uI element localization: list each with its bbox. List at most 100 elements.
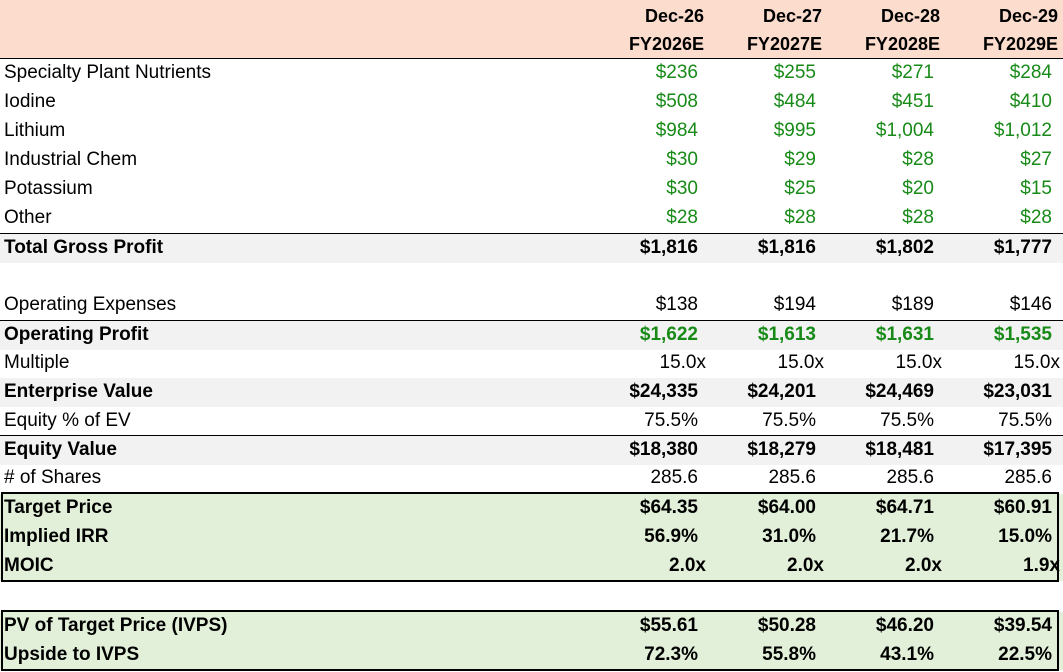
row-label: Enterprise Value [4, 381, 153, 402]
cell-fy2026: $1,622 [639, 324, 698, 345]
cell-fy2028: $189 [891, 294, 934, 315]
cell-fy2026: $138 [655, 294, 698, 315]
period-header-1: Dec-26 [644, 6, 704, 26]
cell-fy2026: 75.5% [644, 410, 698, 431]
cell-fy2028: $28 [902, 149, 934, 170]
fiscal-header-4: FY2029E [982, 34, 1058, 54]
cell-fy2026: $984 [655, 120, 698, 141]
cell-fy2026: 285.6 [650, 467, 698, 488]
cell-fy2027: $29 [784, 149, 816, 170]
cell-fy2028: $24,469 [865, 381, 934, 402]
cell-fy2026: 2.0x [669, 555, 706, 576]
cell-fy2026: 56.9% [644, 526, 698, 547]
row-label: Potassium [4, 178, 93, 199]
cell-fy2028: $1,004 [875, 120, 934, 141]
cell-fy2027: $18,279 [747, 439, 816, 460]
cell-fy2029: $23,031 [983, 381, 1052, 402]
row-multiple: Multiple 15.0x 15.0x 15.0x 15.0x [0, 349, 1063, 378]
row-pv-target-price: PV of Target Price (IVPS) $55.61 $50.28 … [0, 612, 1063, 641]
cell-fy2027: $484 [773, 91, 816, 112]
cell-fy2027: $50.28 [757, 615, 816, 636]
cell-fy2027: $24,201 [747, 381, 816, 402]
row-label: MOIC [4, 555, 54, 576]
cell-fy2029: 15.0% [998, 526, 1052, 547]
cell-fy2026: $64.35 [639, 497, 698, 518]
cell-fy2026: $30 [666, 178, 698, 199]
row-operating-expenses: Operating Expenses $138 $194 $189 $146 [0, 291, 1063, 320]
row-total-gross-profit: Total Gross Profit $1,816 $1,816 $1,802 … [0, 233, 1063, 263]
row-enterprise-value: Enterprise Value $24,335 $24,201 $24,469… [0, 378, 1063, 407]
cell-fy2029: 15.0x [1013, 352, 1060, 373]
cell-fy2028: 75.5% [880, 410, 934, 431]
cell-fy2027: $255 [773, 62, 816, 83]
cell-fy2028: 43.1% [880, 644, 934, 665]
row-target-price: Target Price $64.35 $64.00 $64.71 $60.91 [0, 494, 1063, 523]
cell-fy2029: $39.54 [993, 615, 1052, 636]
cell-fy2028: 21.7% [880, 526, 934, 547]
cell-fy2026: $55.61 [639, 615, 698, 636]
period-header-4: Dec-29 [998, 6, 1058, 26]
cell-fy2027: 15.0x [777, 352, 824, 373]
row-label: Other [4, 207, 52, 228]
row-shares: # of Shares 285.6 285.6 285.6 285.6 [0, 464, 1063, 493]
cell-fy2029: $27 [1020, 149, 1052, 170]
cell-fy2027: $1,816 [757, 237, 816, 258]
cell-fy2029: $15 [1020, 178, 1052, 199]
cell-fy2028: $28 [902, 207, 934, 228]
row-label: Implied IRR [4, 526, 109, 547]
row-industrial-chem: Industrial Chem $30 $29 $28 $27 [0, 146, 1063, 175]
cell-fy2029: $28 [1020, 207, 1052, 228]
cell-fy2029: $1,535 [993, 324, 1052, 345]
row-label: Specialty Plant Nutrients [4, 62, 211, 83]
cell-fy2027: 285.6 [768, 467, 816, 488]
cell-fy2029: 75.5% [998, 410, 1052, 431]
cell-fy2028: $20 [902, 178, 934, 199]
cell-fy2029: $146 [1009, 294, 1052, 315]
cell-fy2026: $18,380 [629, 439, 698, 460]
row-label: # of Shares [4, 467, 102, 488]
row-label: Equity % of EV [4, 410, 131, 431]
cell-fy2027: 2.0x [787, 555, 824, 576]
row-label: Industrial Chem [4, 149, 138, 170]
cell-fy2028: $46.20 [875, 615, 934, 636]
cell-fy2027: $194 [773, 294, 816, 315]
cell-fy2028: $1,631 [875, 324, 934, 345]
period-header-2: Dec-27 [762, 6, 822, 26]
cell-fy2026: $30 [666, 149, 698, 170]
row-moic: MOIC 2.0x 2.0x 2.0x 1.9x [0, 552, 1063, 581]
cell-fy2028: $1,802 [875, 237, 934, 258]
cell-fy2026: $24,335 [629, 381, 698, 402]
cell-fy2028: $64.71 [875, 497, 934, 518]
fiscal-header-3: FY2028E [864, 34, 940, 54]
row-label: Multiple [4, 352, 70, 373]
cell-fy2027: 55.8% [762, 644, 816, 665]
row-label: Operating Expenses [4, 294, 177, 315]
cell-fy2027: $1,613 [757, 324, 816, 345]
row-lithium: Lithium $984 $995 $1,004 $1,012 [0, 117, 1063, 146]
row-label: Lithium [4, 120, 66, 141]
cell-fy2028: $271 [891, 62, 934, 83]
cell-fy2026: 15.0x [659, 352, 706, 373]
row-label: Equity Value [4, 439, 117, 460]
cell-fy2028: $18,481 [865, 439, 934, 460]
row-equity-pct-of-ev: Equity % of EV 75.5% 75.5% 75.5% 75.5% [0, 407, 1063, 436]
cell-fy2026: $508 [655, 91, 698, 112]
period-header-3: Dec-28 [880, 6, 940, 26]
row-equity-value: Equity Value $18,380 $18,279 $18,481 $17… [0, 435, 1063, 465]
row-label: Iodine [4, 91, 56, 112]
row-other: Other $28 $28 $28 $28 [0, 204, 1063, 233]
cell-fy2029: 285.6 [1004, 467, 1052, 488]
cell-fy2029: $60.91 [993, 497, 1052, 518]
cell-fy2027: $25 [784, 178, 816, 199]
cell-fy2027: $28 [784, 207, 816, 228]
cell-fy2028: 285.6 [886, 467, 934, 488]
row-upside-to-ivps: Upside to IVPS 72.3% 55.8% 43.1% 22.5% [0, 641, 1063, 670]
cell-fy2029: 1.9x [1023, 555, 1060, 576]
cell-fy2029: $17,395 [983, 439, 1052, 460]
row-label: Operating Profit [4, 324, 149, 345]
fiscal-header-2: FY2027E [746, 34, 822, 54]
cell-fy2028: $451 [891, 91, 934, 112]
cell-fy2027: $995 [773, 120, 816, 141]
row-potassium: Potassium $30 $25 $20 $15 [0, 175, 1063, 204]
cell-fy2026: $236 [655, 62, 698, 83]
